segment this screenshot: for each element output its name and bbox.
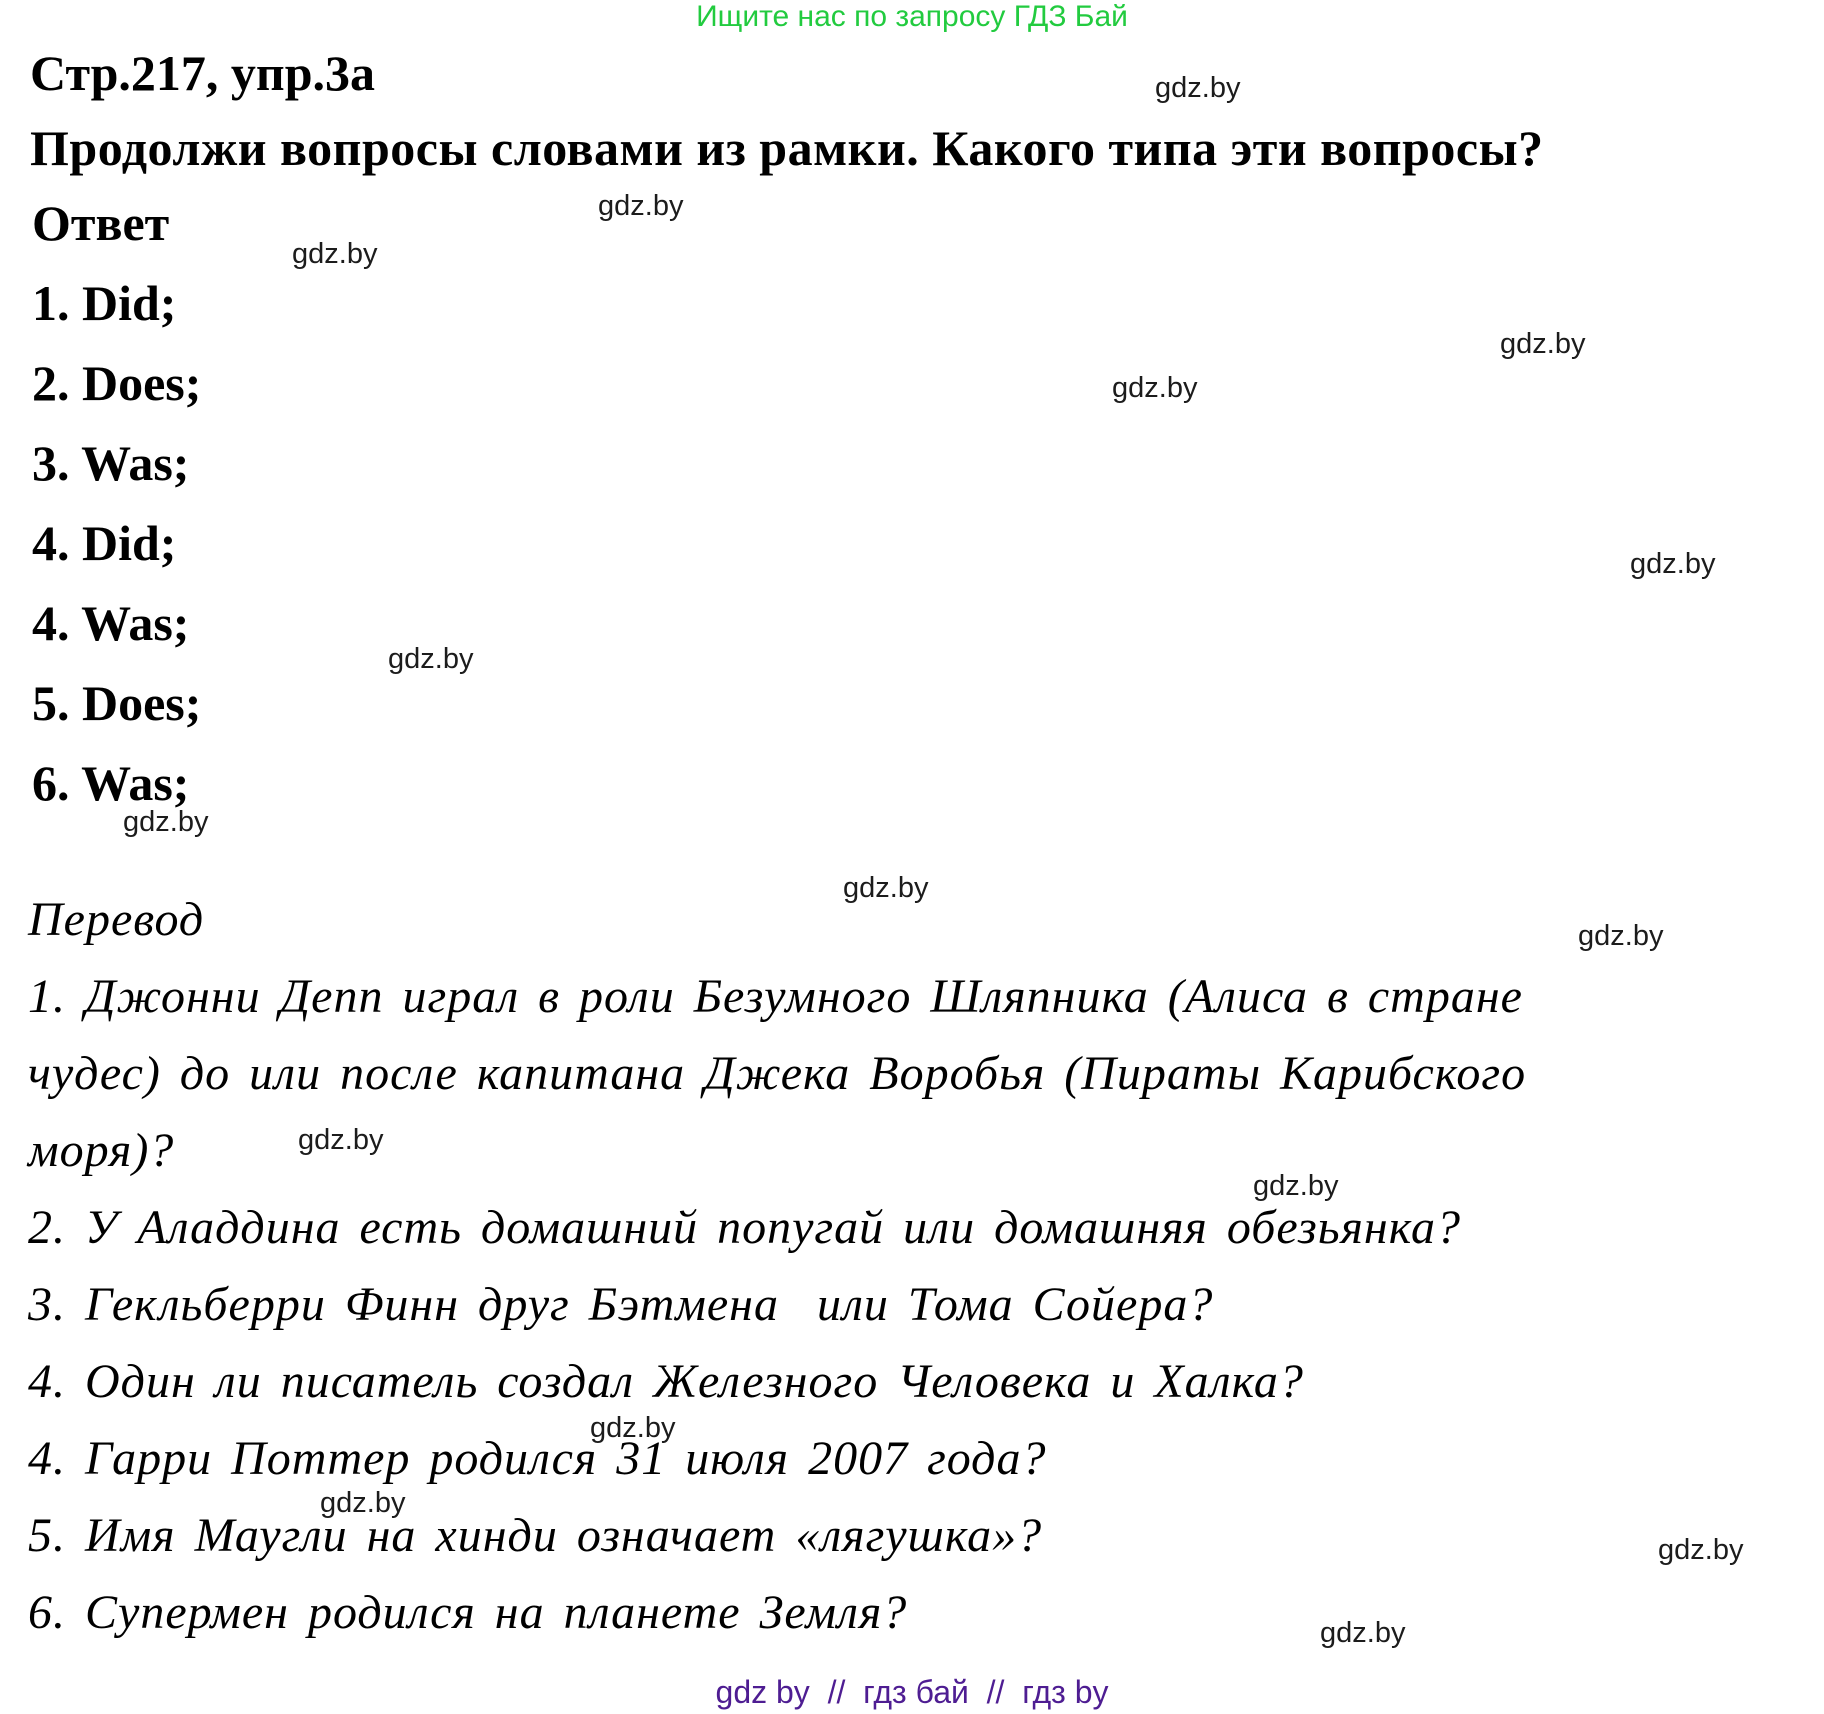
translation-line: 3. Гекльберри Финн друг Бэтмена или Тома…: [28, 1278, 1214, 1331]
footer-links: gdz by // гдз бай // гдз by: [715, 1674, 1109, 1710]
answer-item: 1. Did;: [32, 275, 177, 331]
translation-label: Перевод: [28, 893, 205, 946]
gdz-watermark: gdz.by: [123, 806, 209, 838]
gdz-watermark: gdz.by: [320, 1487, 406, 1519]
gdz-watermark: gdz.by: [298, 1124, 384, 1156]
gdz-watermark: gdz.by: [1155, 72, 1241, 104]
translation-line: 2. У Аладдина есть домашний попугай или …: [28, 1201, 1461, 1254]
promo-banner: Ищите нас по запросу ГДЗ Бай: [696, 0, 1128, 33]
translation-line: моря)?: [28, 1124, 175, 1177]
translation-block: Перевод 1. Джонни Депп играл в роли Безу…: [28, 881, 1526, 1651]
answers-block: Ответ 1. Did; 2. Does; 3. Was; 4. Did; 4…: [32, 183, 201, 823]
gdz-watermark: gdz.by: [1320, 1617, 1406, 1649]
answer-item: 3. Was;: [32, 435, 190, 491]
answer-item: 6. Was;: [32, 755, 190, 811]
answer-item: 4. Was;: [32, 595, 190, 651]
answer-item: 2. Does;: [32, 355, 202, 411]
gdz-watermark: gdz.by: [1578, 920, 1664, 952]
gdz-watermark: gdz.by: [1630, 548, 1716, 580]
gdz-watermark: gdz.by: [388, 643, 474, 675]
gdz-watermark: gdz.by: [843, 872, 929, 904]
translation-line: 6. Супермен родился на планете Земля?: [28, 1586, 908, 1639]
answers-label: Ответ: [32, 195, 170, 251]
gdz-watermark: gdz.by: [1112, 372, 1198, 404]
answer-item: 5. Does;: [32, 675, 202, 731]
gdz-watermark: gdz.by: [598, 190, 684, 222]
translation-line: 4. Один ли писатель создал Железного Чел…: [28, 1355, 1304, 1408]
translation-line: 1. Джонни Депп играл в роли Безумного Шл…: [28, 970, 1523, 1023]
translation-line: 4. Гарри Поттер родился 31 июля 2007 год…: [28, 1432, 1047, 1485]
gdz-watermark: gdz.by: [1658, 1534, 1744, 1566]
page-ref-heading: Стр.217, упр.3а: [30, 45, 376, 101]
gdz-watermark: gdz.by: [590, 1412, 676, 1444]
translation-line: 5. Имя Маугли на хинди означает «лягушка…: [28, 1509, 1043, 1562]
gdz-watermark: gdz.by: [292, 238, 378, 270]
gdz-watermark: gdz.by: [1253, 1170, 1339, 1202]
translation-line: чудес) до или после капитана Джека Вороб…: [28, 1047, 1527, 1100]
gdz-watermark: gdz.by: [1500, 328, 1586, 360]
answer-item: 4. Did;: [32, 515, 177, 571]
task-heading: Продолжи вопросы словами из рамки. Каког…: [30, 120, 1544, 176]
